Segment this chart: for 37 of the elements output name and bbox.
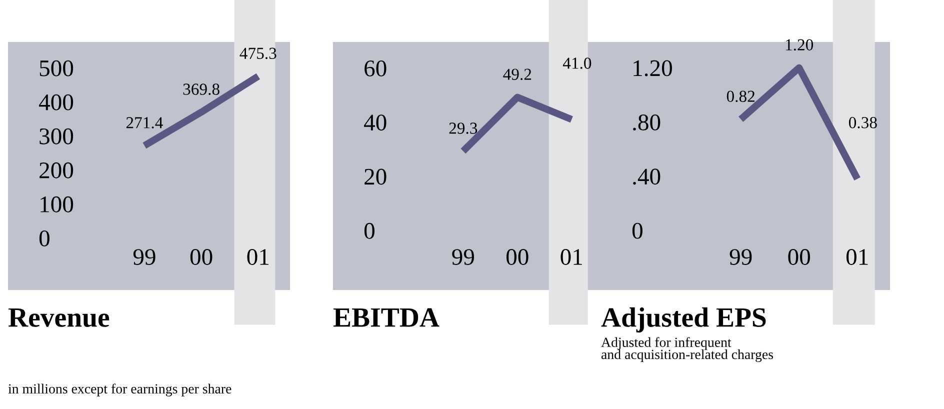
x-tick-label: 00	[190, 249, 212, 265]
y-tick-label: 500	[40, 60, 74, 76]
y-tick-label: 100	[40, 196, 74, 212]
y-tick-label: 60	[364, 60, 386, 76]
y-tick-label: 0	[39, 230, 50, 246]
y-tick-label: .40	[633, 168, 660, 185]
y-tick-label: 20	[364, 168, 386, 185]
text: in millions except for earnings per share	[8, 384, 232, 396]
data-label: 41.0	[562, 58, 592, 69]
x-tick-label: 01	[560, 249, 582, 265]
x-tick-label: 99	[452, 249, 474, 265]
text: EBITDA	[333, 308, 440, 327]
y-tick-label: 1.20	[634, 60, 672, 76]
data-label: 29.3	[449, 122, 478, 134]
data-label: 271.4	[126, 117, 163, 128]
data-label: 0.82	[726, 90, 755, 102]
data-label: 0.38	[848, 117, 877, 128]
x-tick-label: 00	[788, 249, 810, 265]
y-tick-label: 300	[40, 128, 74, 144]
y-tick-label: 0	[364, 222, 374, 239]
data-label: 475.3	[240, 48, 276, 60]
text: Revenue	[8, 308, 110, 327]
x-tick-label: 01	[247, 249, 269, 265]
data-label: 1.20	[786, 39, 814, 51]
x-tick-label: 01	[846, 249, 868, 265]
x-tick-label: 99	[133, 249, 156, 265]
data-label: 369.8	[183, 84, 220, 95]
y-tick-label: 200	[40, 162, 74, 178]
data-label: 49.2	[503, 68, 532, 80]
text: Adjusted EPS	[601, 307, 766, 333]
y-tick-label: 0	[632, 222, 642, 239]
y-tick-label: 40	[364, 114, 386, 131]
y-tick-label: 400	[39, 94, 74, 110]
x-tick-label: 99	[730, 249, 752, 265]
text: Adjusted for infrequent and acquisition-related charges	[601, 337, 774, 362]
y-tick-label: .80	[633, 114, 660, 130]
x-tick-label: 00	[506, 249, 528, 265]
